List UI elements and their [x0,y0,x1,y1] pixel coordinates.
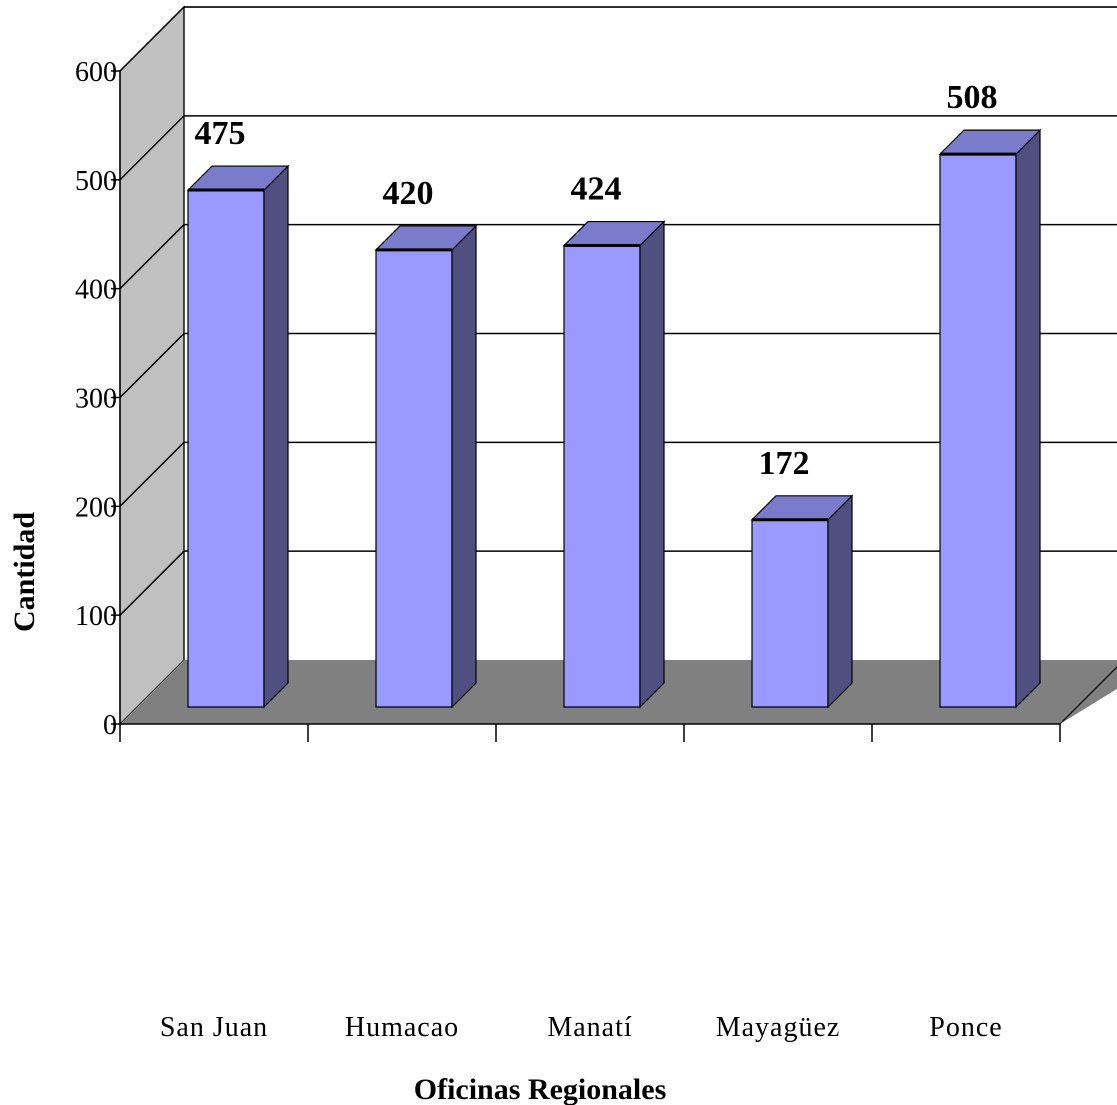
bar-side [827,494,853,709]
bar-side [639,220,665,709]
y-tick-label: 500 [75,166,117,197]
y-tick-label: 200 [75,492,117,523]
x-tick-label: Ponce [929,1012,1002,1043]
bar-side [263,164,289,709]
y-tick-label: 600 [75,57,117,88]
bar-front [187,189,265,708]
bars [186,128,1042,709]
gridline [119,115,1117,181]
floor-edge [1059,666,1117,725]
x-tick-label: Mayagüez [716,1012,841,1043]
data-label: 475 [195,115,246,152]
gridline [119,441,1117,507]
y-axis-title: Cantidad [8,512,41,632]
y-tick-label: 400 [75,275,117,306]
data-label: 424 [571,171,622,208]
x-tick-label: Manatí [547,1012,632,1043]
y-tick-label: 300 [75,384,117,415]
bar-front [751,519,829,708]
axes: 0 100 200 300 400 500 600 San Juan Humacao Manatí… [75,57,1117,1043]
gridline [119,332,1117,399]
bar-front [563,244,641,708]
y-tick-label: 0 [103,710,117,741]
x-axis-title: Oficinas Regionales [414,1073,667,1105]
bar-front [375,249,453,708]
bar-side [451,224,477,709]
data-labels: 475 420 424 172 508 [195,79,998,482]
bar-front [939,153,1017,708]
gridline [119,223,1117,290]
y-tick-label: 100 [75,601,117,632]
data-label: 172 [759,445,810,482]
data-label: 508 [947,79,998,116]
gridline [119,6,1117,72]
x-tick-label: Humacao [345,1012,459,1043]
data-label: 420 [383,175,434,212]
x-tick-label: San Juan [160,1012,268,1043]
gridlines [119,6,1117,616]
bar-side [1015,128,1041,709]
